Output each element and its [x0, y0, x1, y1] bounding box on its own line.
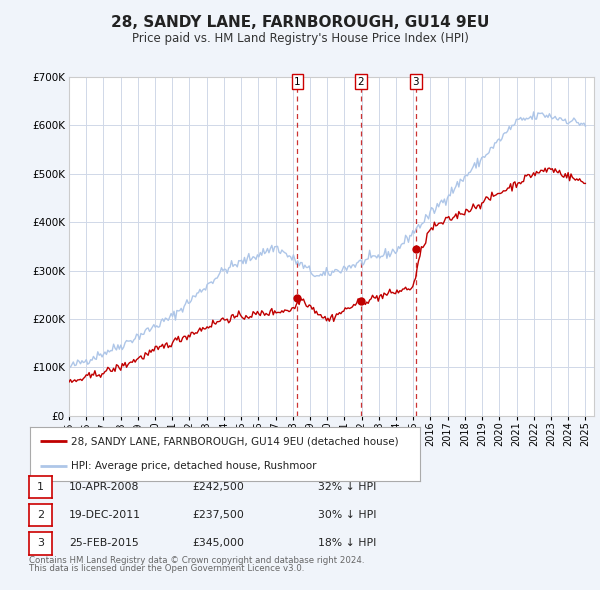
Text: Price paid vs. HM Land Registry's House Price Index (HPI): Price paid vs. HM Land Registry's House …: [131, 32, 469, 45]
Text: £242,500: £242,500: [192, 482, 244, 491]
Text: 3: 3: [37, 539, 44, 548]
Text: 19-DEC-2011: 19-DEC-2011: [69, 510, 141, 520]
Text: £345,000: £345,000: [192, 539, 244, 548]
Text: HPI: Average price, detached house, Rushmoor: HPI: Average price, detached house, Rush…: [71, 461, 316, 471]
Text: 32% ↓ HPI: 32% ↓ HPI: [318, 482, 376, 491]
Text: 28, SANDY LANE, FARNBOROUGH, GU14 9EU: 28, SANDY LANE, FARNBOROUGH, GU14 9EU: [111, 15, 489, 30]
Text: £237,500: £237,500: [192, 510, 244, 520]
Text: 3: 3: [412, 77, 419, 87]
Text: 30% ↓ HPI: 30% ↓ HPI: [318, 510, 377, 520]
Text: 25-FEB-2015: 25-FEB-2015: [69, 539, 139, 548]
Text: 1: 1: [294, 77, 301, 87]
Text: 28, SANDY LANE, FARNBOROUGH, GU14 9EU (detached house): 28, SANDY LANE, FARNBOROUGH, GU14 9EU (d…: [71, 436, 398, 446]
Text: 2: 2: [37, 510, 44, 520]
Text: 2: 2: [358, 77, 364, 87]
Text: 1: 1: [37, 482, 44, 491]
Text: This data is licensed under the Open Government Licence v3.0.: This data is licensed under the Open Gov…: [29, 565, 304, 573]
Text: Contains HM Land Registry data © Crown copyright and database right 2024.: Contains HM Land Registry data © Crown c…: [29, 556, 364, 565]
Text: 18% ↓ HPI: 18% ↓ HPI: [318, 539, 376, 548]
Text: 10-APR-2008: 10-APR-2008: [69, 482, 139, 491]
